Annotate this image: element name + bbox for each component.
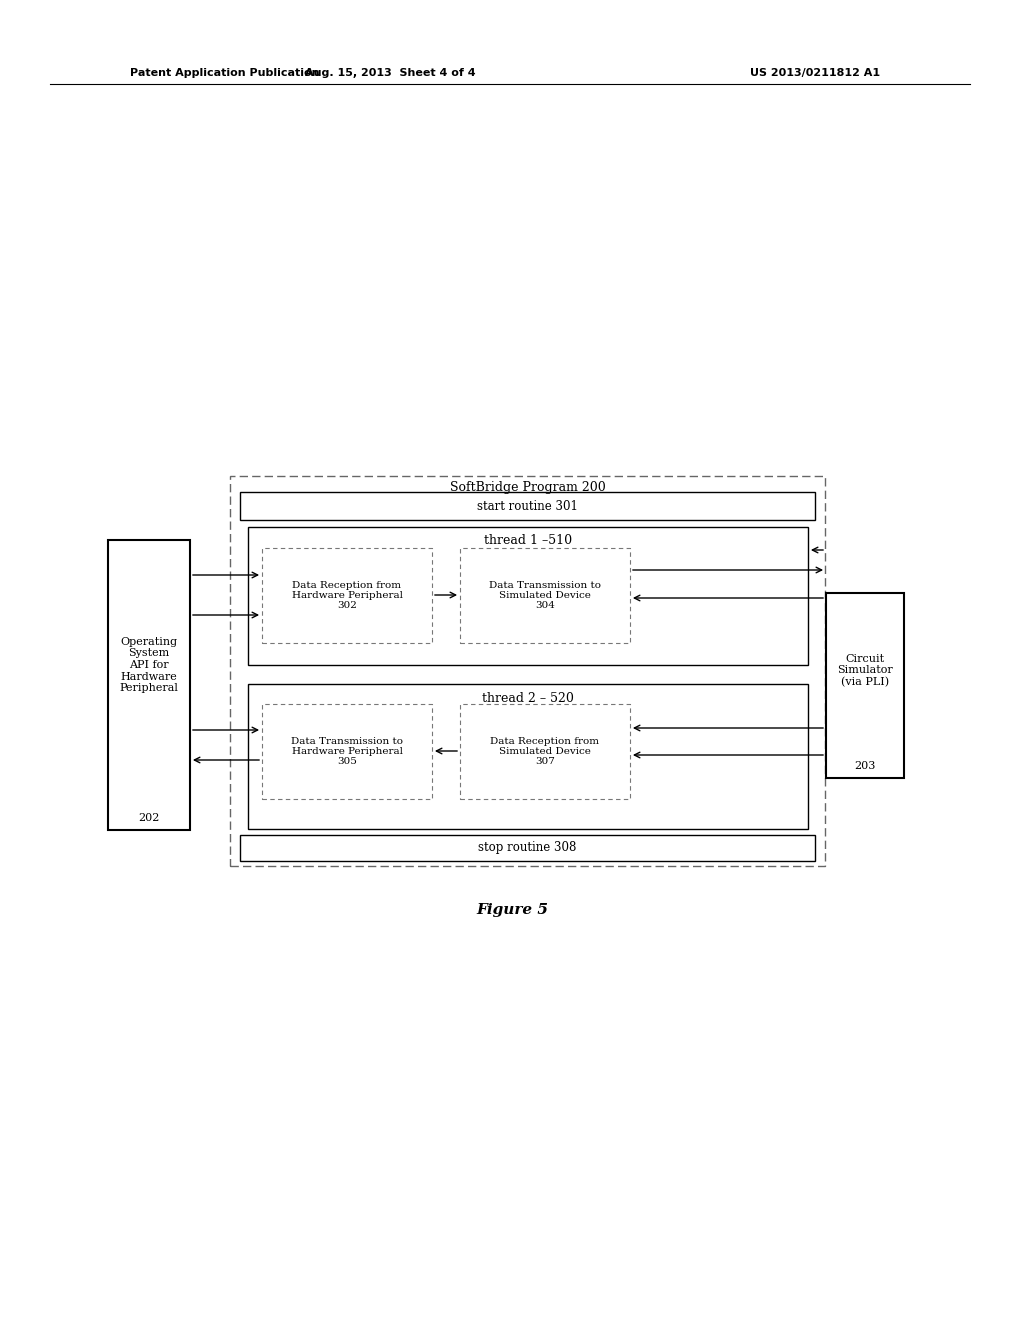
Text: Patent Application Publication: Patent Application Publication xyxy=(130,69,319,78)
Text: Operating
System
API for
Hardware
Peripheral: Operating System API for Hardware Periph… xyxy=(120,636,178,693)
Bar xyxy=(108,540,190,830)
Text: US 2013/0211812 A1: US 2013/0211812 A1 xyxy=(750,69,880,78)
Text: thread 1 –510: thread 1 –510 xyxy=(484,535,572,548)
Text: Figure 5: Figure 5 xyxy=(476,903,548,917)
Text: stop routine 308: stop routine 308 xyxy=(478,842,577,854)
Text: Aug. 15, 2013  Sheet 4 of 4: Aug. 15, 2013 Sheet 4 of 4 xyxy=(305,69,475,78)
Bar xyxy=(240,836,815,861)
Bar xyxy=(248,684,808,829)
Text: thread 2 – 520: thread 2 – 520 xyxy=(482,692,573,705)
Text: Data Reception from
Hardware Peripheral
302: Data Reception from Hardware Peripheral … xyxy=(292,581,402,610)
Bar xyxy=(826,593,904,777)
Bar xyxy=(460,704,630,799)
Bar xyxy=(262,548,432,643)
Text: Data Transmission to
Hardware Peripheral
305: Data Transmission to Hardware Peripheral… xyxy=(291,737,403,767)
Text: Data Transmission to
Simulated Device
304: Data Transmission to Simulated Device 30… xyxy=(489,581,601,610)
Bar xyxy=(248,527,808,665)
Bar xyxy=(240,492,815,520)
Bar xyxy=(460,548,630,643)
Text: Circuit
Simulator
(via PLI): Circuit Simulator (via PLI) xyxy=(838,653,893,688)
Bar xyxy=(230,477,825,866)
Text: 203: 203 xyxy=(854,762,876,771)
Bar xyxy=(262,704,432,799)
Text: Data Reception from
Simulated Device
307: Data Reception from Simulated Device 307 xyxy=(490,737,599,767)
Text: 202: 202 xyxy=(138,813,160,822)
Text: start routine 301: start routine 301 xyxy=(477,499,578,512)
Text: SoftBridge Program 200: SoftBridge Program 200 xyxy=(450,482,605,495)
